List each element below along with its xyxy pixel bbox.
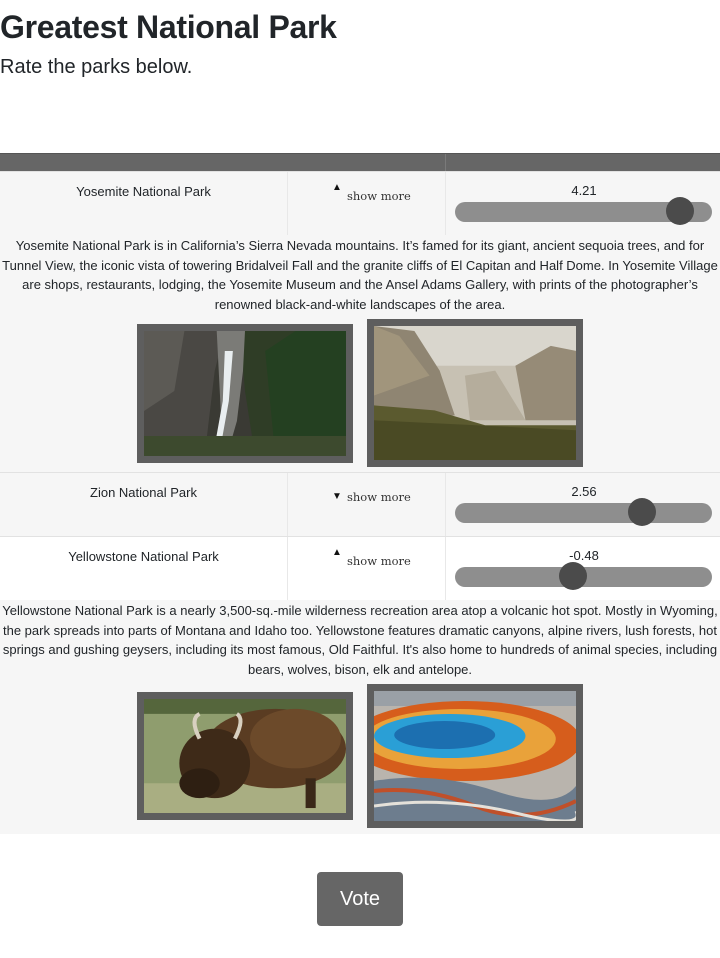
park-description: Yosemite National Park is in California’… — [2, 238, 718, 312]
rating-cell: 2.56 — [446, 473, 720, 536]
page-title: Greatest National Park — [0, 9, 337, 45]
park-row-yellowstone: Yellowstone National Park ▲ show more -0… — [0, 536, 720, 600]
show-more-label: show more — [347, 554, 411, 568]
bison-photo — [137, 692, 353, 820]
rating-slider[interactable] — [455, 202, 712, 222]
park-name: Yellowstone National Park — [68, 549, 219, 564]
park-row-zion: Zion National Park ▼ show more 2.56 — [0, 472, 720, 536]
rating-slider[interactable] — [455, 503, 712, 523]
park-name: Zion National Park — [90, 485, 197, 500]
triangle-up-icon: ▲ — [332, 547, 342, 558]
rating-value: -0.48 — [569, 548, 599, 563]
rating-value: 4.21 — [571, 183, 597, 198]
slider-thumb[interactable] — [665, 197, 694, 225]
park-detail-yellowstone: Yellowstone National Park is a nearly 3,… — [0, 600, 720, 834]
slider-thumb[interactable] — [558, 562, 587, 590]
page-subtitle: Rate the parks below. — [0, 56, 193, 78]
table-header — [0, 153, 720, 171]
rating-value: 2.56 — [571, 484, 597, 499]
show-more-toggle[interactable]: ▲ show more — [287, 172, 446, 235]
park-description: Yellowstone National Park is a nearly 3,… — [2, 603, 718, 677]
show-more-label: show more — [347, 189, 411, 203]
triangle-up-icon: ▲ — [332, 182, 342, 193]
show-more-label: show more — [347, 490, 411, 504]
yosemite-falls-photo — [137, 324, 353, 463]
slider-thumb[interactable] — [628, 498, 657, 526]
grand-prismatic-photo — [367, 684, 583, 828]
park-detail-yosemite: Yosemite National Park is in California’… — [0, 235, 720, 472]
rating-cell: -0.48 — [446, 537, 720, 600]
vote-button[interactable]: Vote — [317, 872, 403, 926]
triangle-down-icon: ▼ — [332, 491, 342, 502]
rating-cell: 4.21 — [446, 172, 720, 235]
show-more-toggle[interactable]: ▼ show more — [287, 473, 446, 536]
yosemite-valley-photo — [367, 319, 583, 467]
park-name: Yosemite National Park — [76, 184, 211, 199]
park-row-yosemite: Yosemite National Park ▲ show more 4.21 — [0, 171, 720, 235]
show-more-toggle[interactable]: ▲ show more — [287, 537, 446, 600]
